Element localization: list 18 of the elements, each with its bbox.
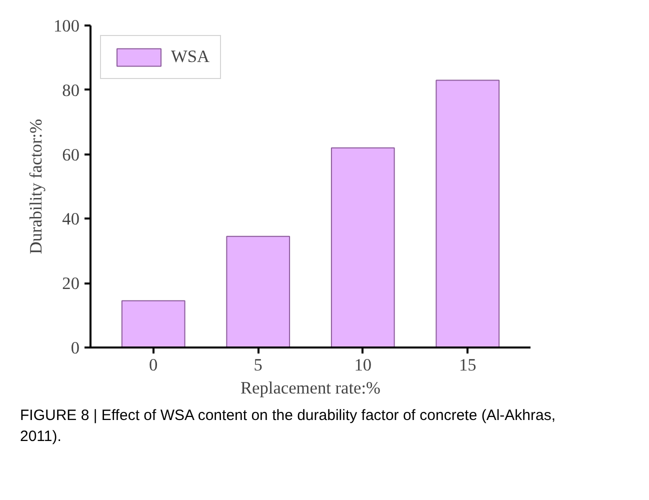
y-tick-label: 100	[54, 16, 80, 36]
y-tick-label: 40	[62, 210, 80, 229]
bar	[121, 300, 186, 348]
y-tick-label: 0	[70, 338, 80, 358]
bar	[226, 236, 290, 348]
y-tick-label: 60	[62, 145, 80, 164]
y-tick-label: 20	[62, 274, 80, 294]
x-tick-label: 5	[254, 356, 262, 374]
x-tick-label: 0	[149, 356, 158, 374]
bar	[330, 147, 395, 348]
caption: FIGURE 8 | Effect of WSA content on the durability factor of concrete (Al-Akhras, 2011).	[20, 406, 557, 448]
bar	[436, 80, 500, 348]
y-axis-title: Durability factor:%	[26, 118, 46, 254]
x-axis-title: Replacement rate:%	[240, 378, 380, 398]
legend-label: WSA	[171, 47, 210, 67]
x-tick-label: 15	[458, 356, 476, 374]
y-tick-label: 80	[62, 80, 80, 100]
x-tick-label: 10	[354, 356, 372, 374]
